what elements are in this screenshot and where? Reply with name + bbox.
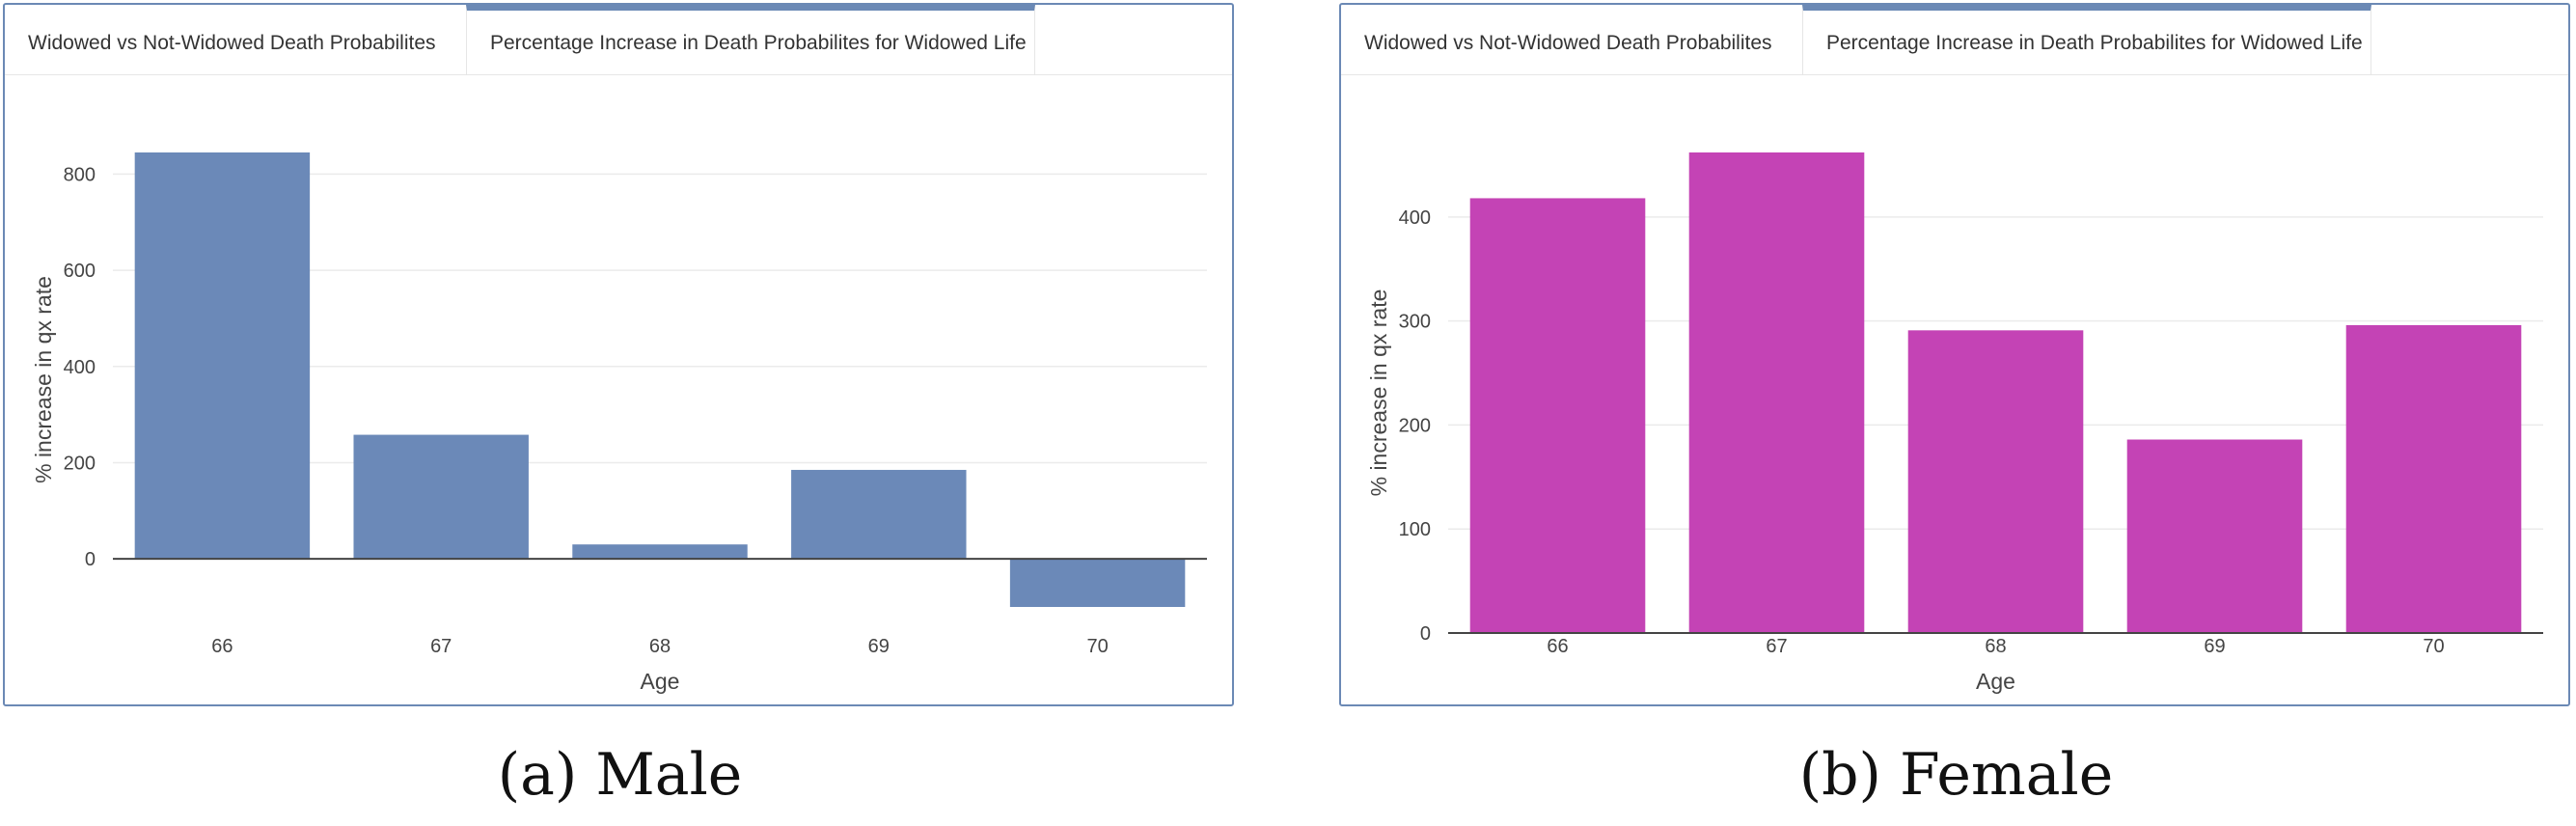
female-caption: (b) Female [1798, 741, 2114, 809]
y-axis-label: % increase in qx rate [31, 276, 56, 483]
x-axis-label: Age [1976, 669, 2015, 694]
x-tick-label: 69 [868, 636, 890, 657]
bar-68 [572, 544, 748, 560]
bar-66 [134, 152, 311, 560]
y-tick-label: 300 [1399, 312, 1431, 333]
x-tick-label: 66 [1547, 636, 1568, 657]
y-tick-label: 800 [64, 164, 96, 185]
y-tick-label: 400 [64, 357, 96, 378]
male-bar-chart: 0 200 400 600 800 66 67 68 69 70 Age % increase in … [31, 152, 1207, 694]
y-tick-label: 400 [1399, 207, 1431, 229]
bar-70 [2345, 324, 2522, 633]
bar-67 [353, 434, 529, 560]
tab-widowed-vs-not-widowed[interactable]: Widowed vs Not-Widowed Death Probabilite… [1364, 32, 1772, 54]
male-panel: Widowed vs Not-Widowed Death Probabilite… [0, 0, 1240, 826]
bar-69 [2126, 439, 2303, 633]
x-tick-label: 67 [1766, 636, 1787, 657]
y-tick-label: 0 [1420, 623, 1431, 645]
y-tick-label: 200 [1399, 415, 1431, 436]
female-bar-chart: 0 100 200 300 400 66 67 68 69 70 Age % increase in … [1366, 152, 2543, 694]
male-caption: (a) Male [497, 741, 743, 809]
female-panel: Widowed vs Not-Widowed Death Probabilite… [1336, 0, 2576, 826]
y-tick-label: 0 [85, 549, 96, 570]
bar-69 [791, 469, 967, 560]
y-tick-label: 600 [64, 261, 96, 282]
x-axis-label: Age [641, 669, 680, 694]
x-tick-label: 67 [430, 636, 452, 657]
x-tick-label: 66 [211, 636, 233, 657]
y-tick-label: 200 [64, 453, 96, 474]
male-chart-card: Widowed vs Not-Widowed Death Probabilite… [3, 3, 1234, 706]
y-axis-label: % increase in qx rate [1366, 289, 1391, 497]
female-tab-bar: Widowed vs Not-Widowed Death Probabilite… [1341, 5, 2568, 75]
tab-percentage-increase[interactable]: Percentage Increase in Death Probabilite… [1802, 5, 2371, 74]
female-chart-card: Widowed vs Not-Widowed Death Probabilite… [1339, 3, 2570, 706]
x-tick-label: 69 [2204, 636, 2225, 657]
y-tick-label: 100 [1399, 519, 1431, 540]
x-tick-label: 68 [1985, 636, 2006, 657]
x-tick-label: 70 [1086, 636, 1108, 657]
tab-percentage-increase[interactable]: Percentage Increase in Death Probabilite… [466, 5, 1035, 74]
bar-66 [1469, 198, 1646, 633]
bar-70 [1009, 559, 1186, 607]
male-tab-bar: Widowed vs Not-Widowed Death Probabilite… [5, 5, 1232, 75]
x-tick-label: 70 [2423, 636, 2444, 657]
bar-68 [1907, 330, 2084, 633]
x-tick-label: 68 [649, 636, 671, 657]
tab-widowed-vs-not-widowed[interactable]: Widowed vs Not-Widowed Death Probabilite… [28, 32, 436, 54]
bar-67 [1688, 152, 1865, 633]
